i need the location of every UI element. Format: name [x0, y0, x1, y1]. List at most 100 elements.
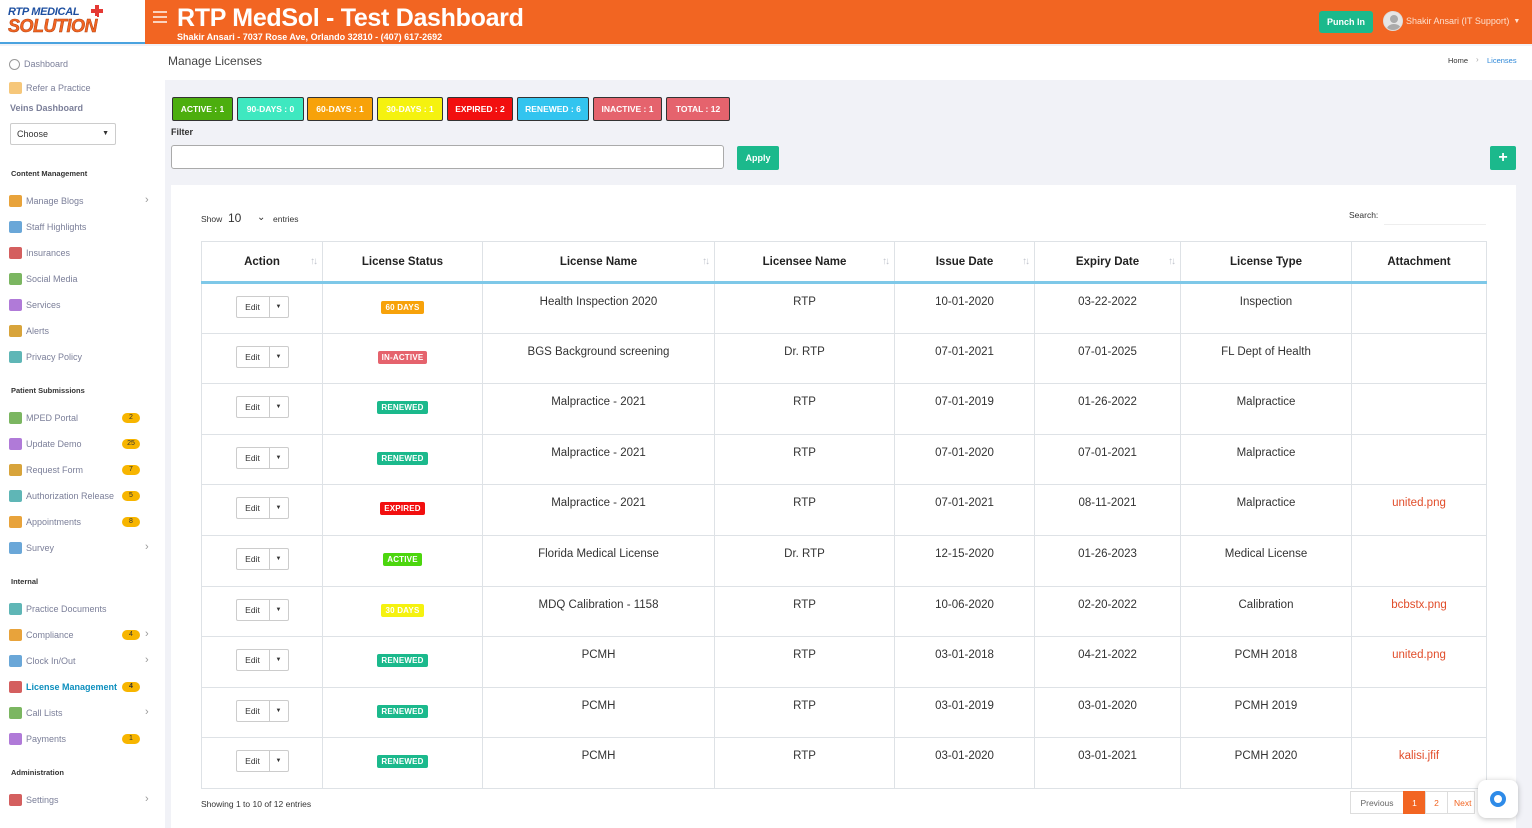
sort-icon[interactable]: ↑↓: [702, 256, 710, 267]
status-filter-60-days[interactable]: 60-DAYS : 1: [307, 97, 373, 121]
column-header-expiry-date[interactable]: Expiry Date ↑↓: [1034, 241, 1181, 284]
sidebar-item-refer-a-practice[interactable]: Refer a Practice: [9, 81, 159, 95]
sidebar-item-survey[interactable]: Survey ›: [9, 541, 159, 555]
sidebar-item-label: Update Demo: [26, 439, 82, 449]
status-filter-90-days[interactable]: 90-DAYS : 0: [237, 97, 304, 121]
sidebar-item-social-media[interactable]: Social Media: [9, 272, 159, 286]
status-cell: RENEWED: [322, 433, 483, 486]
sidebar-item-mped-portal[interactable]: MPED Portal 2: [9, 411, 159, 425]
sidebar-item-request-form[interactable]: Request Form 7: [9, 463, 159, 477]
sort-icon[interactable]: ↑↓: [310, 256, 318, 267]
breadcrumb-home[interactable]: Home: [1448, 56, 1469, 65]
edit-button[interactable]: Edit: [237, 599, 270, 620]
caret-down-icon[interactable]: ▼: [275, 304, 282, 310]
license-type-cell: Malpractice: [1180, 484, 1352, 536]
column-header-license-name[interactable]: License Name ↑↓: [482, 241, 715, 284]
sidebar-item-appointments[interactable]: Appointments 8: [9, 515, 159, 529]
status-filter-inactive[interactable]: INACTIVE : 1: [593, 97, 662, 121]
edit-button[interactable]: Edit: [237, 447, 270, 468]
sidebar-item-label: Call Lists: [26, 708, 63, 718]
sidebar-item-alerts[interactable]: Alerts: [9, 324, 159, 338]
attachment-link[interactable]: united.png: [1392, 497, 1446, 510]
user-menu[interactable]: Shakir Ansari (IT Support) ▼: [1383, 11, 1520, 31]
caret-down-icon[interactable]: ▼: [275, 707, 282, 714]
caret-down-icon[interactable]: ▼: [275, 758, 282, 765]
status-filter-expired[interactable]: EXPIRED : 2: [447, 97, 513, 121]
sidebar-item-payments[interactable]: Payments 1: [9, 732, 159, 746]
sort-icon[interactable]: ↑↓: [1168, 256, 1176, 267]
edit-button[interactable]: Edit: [237, 297, 270, 317]
sidebar-item-update-demo[interactable]: Update Demo 25: [9, 437, 159, 451]
sidebar-item-clock-in-out[interactable]: Clock In/Out ›: [9, 654, 159, 668]
column-header-licensee-name[interactable]: Licensee Name ↑↓: [714, 241, 895, 284]
license-name-cell: Malpractice - 2021: [482, 433, 715, 486]
attachment-cell: [1351, 332, 1487, 385]
pagination-previous[interactable]: Previous: [1350, 791, 1404, 814]
add-license-button[interactable]: +: [1490, 146, 1516, 170]
column-header-license-status[interactable]: License Status: [322, 241, 483, 284]
caret-down-icon[interactable]: ▼: [275, 454, 282, 461]
column-header-license-type[interactable]: License Type: [1180, 241, 1352, 284]
status-filter-active[interactable]: ACTIVE : 1: [172, 97, 233, 121]
licensee-name-cell: RTP: [714, 686, 895, 739]
caret-down-icon[interactable]: ▼: [275, 353, 282, 360]
sidebar-section-title: Content Management: [11, 169, 88, 178]
sidebar-item-compliance[interactable]: Compliance 4 ›: [9, 628, 159, 642]
sidebar-item-manage-blogs[interactable]: Manage Blogs ›: [9, 194, 159, 208]
action-cell: Edit ▼: [201, 737, 323, 789]
attachment-link[interactable]: kalisi.jfif: [1398, 750, 1440, 763]
authorization-release-icon: [9, 490, 22, 502]
hamburger-menu-icon[interactable]: [153, 11, 167, 23]
column-header-action[interactable]: Action ↑↓: [201, 241, 323, 284]
logo[interactable]: RTP MEDICAL SOLUTION: [0, 0, 145, 44]
chevron-right-icon: ›: [145, 194, 149, 206]
sidebar-item-authorization-release[interactable]: Authorization Release 5: [9, 489, 159, 503]
status-filter-renewed[interactable]: RENEWED : 6: [517, 97, 589, 121]
caret-down-icon[interactable]: ▼: [275, 505, 282, 512]
sidebar-item-practice-documents[interactable]: Practice Documents: [9, 602, 159, 616]
page-size-select[interactable]: 10: [228, 211, 242, 225]
sidebar-item-call-lists[interactable]: Call Lists ›: [9, 706, 159, 720]
edit-button[interactable]: Edit: [237, 650, 270, 671]
filter-input[interactable]: [171, 145, 724, 169]
edit-button[interactable]: Edit: [237, 346, 270, 367]
caret-down-icon[interactable]: ▼: [275, 606, 282, 613]
attachment-link[interactable]: united.png: [1392, 649, 1446, 662]
edit-button[interactable]: Edit: [237, 498, 270, 519]
caret-down-icon[interactable]: ▼: [275, 555, 282, 562]
sidebar-item-privacy-policy[interactable]: Privacy Policy: [9, 350, 159, 364]
status-cell: RENEWED: [322, 636, 483, 688]
attachment-link[interactable]: bcbstx.png: [1391, 598, 1447, 611]
licensee-name-cell: RTP: [714, 636, 895, 688]
search-input[interactable]: [1384, 207, 1486, 225]
sort-icon[interactable]: ↑↓: [1022, 256, 1030, 267]
avatar: [1383, 11, 1403, 31]
status-filter-total[interactable]: TOTAL : 12: [666, 97, 730, 121]
status-filter-30-days[interactable]: 30-DAYS : 1: [377, 97, 443, 121]
caret-down-icon[interactable]: ▼: [275, 657, 282, 664]
help-lifebuoy-icon[interactable]: [1478, 780, 1518, 818]
sort-icon[interactable]: ↑↓: [882, 256, 890, 267]
edit-button[interactable]: Edit: [237, 548, 270, 569]
column-header-attachment[interactable]: Attachment: [1351, 241, 1487, 284]
sidebar-item-license-management[interactable]: License Management 4: [9, 680, 159, 694]
pagination-page-2[interactable]: 2: [1425, 791, 1448, 814]
caret-down-icon[interactable]: ▼: [275, 404, 282, 411]
chevron-down-icon[interactable]: ⌄: [257, 212, 266, 223]
sidebar-item-settings[interactable]: Settings ›: [9, 793, 159, 807]
pagination-page-1[interactable]: 1: [1403, 791, 1426, 814]
refer-icon: [9, 82, 22, 94]
payments-icon: [9, 733, 22, 745]
edit-button[interactable]: Edit: [237, 751, 270, 772]
column-header-issue-date[interactable]: Issue Date ↑↓: [894, 241, 1035, 284]
sidebar-item-services[interactable]: Services: [9, 298, 159, 312]
edit-button[interactable]: Edit: [237, 700, 270, 721]
pagination-next[interactable]: Next: [1447, 791, 1475, 814]
veins-dashboard-select[interactable]: Choose ▼: [10, 123, 116, 145]
sidebar-item-dashboard[interactable]: Dashboard: [9, 57, 159, 71]
punch-in-button[interactable]: Punch In: [1319, 11, 1373, 33]
sidebar-item-staff-highlights[interactable]: Staff Highlights: [9, 220, 159, 234]
edit-button[interactable]: Edit: [237, 397, 270, 418]
apply-button[interactable]: Apply: [737, 146, 779, 170]
sidebar-item-insurances[interactable]: Insurances: [9, 246, 159, 260]
